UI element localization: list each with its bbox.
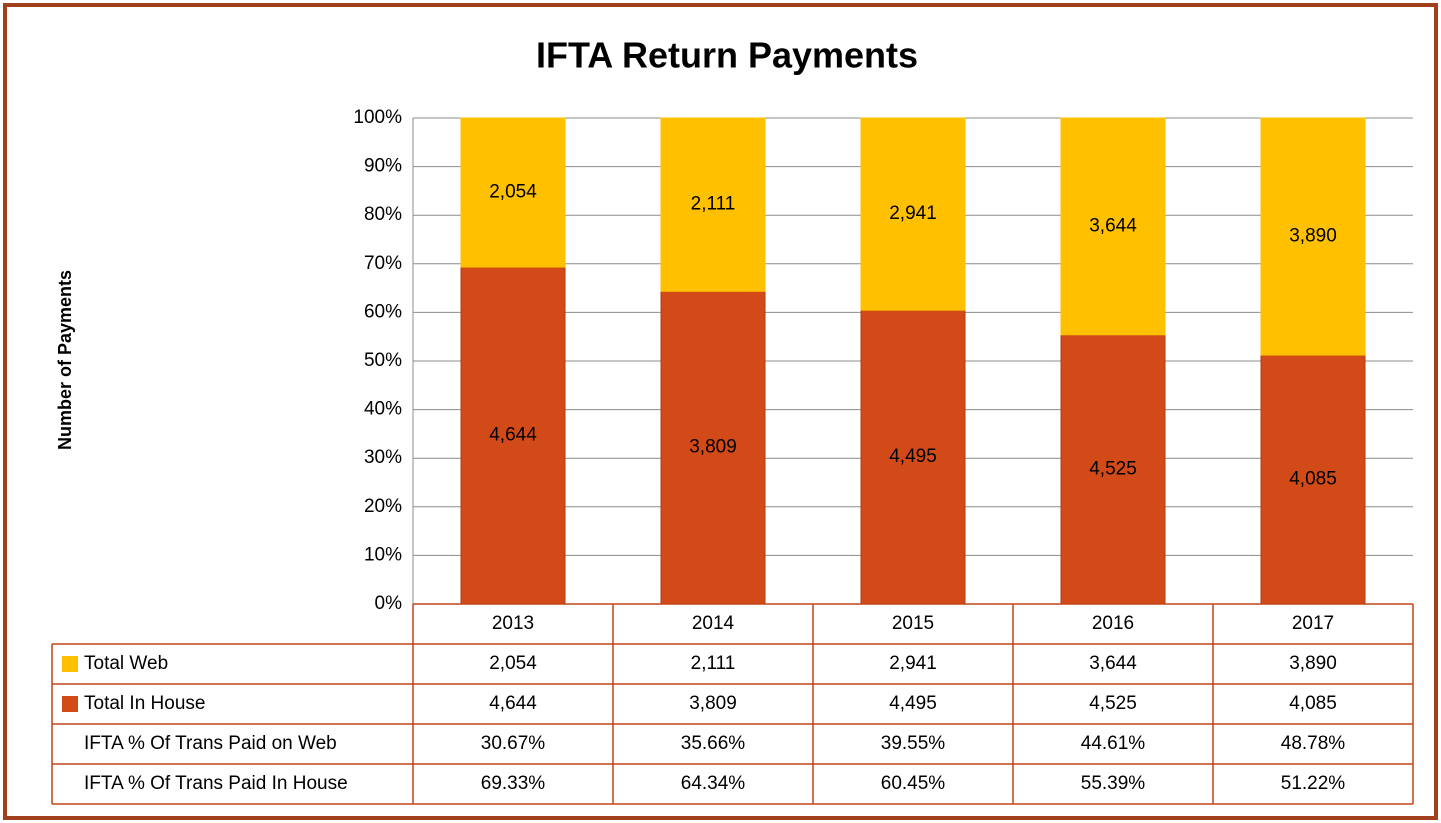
x-tick-label: 2013 xyxy=(492,613,534,634)
row-label: IFTA % Of Trans Paid In House xyxy=(84,773,348,794)
table-cell: 4,644 xyxy=(489,693,537,714)
table-cell: 39.55% xyxy=(881,733,946,754)
data-label: 4,644 xyxy=(489,425,537,446)
data-label: 3,644 xyxy=(1089,215,1137,236)
table-cell: 4,495 xyxy=(889,693,937,714)
table-cell: 55.39% xyxy=(1081,773,1146,794)
bar-segment xyxy=(1260,354,1366,605)
x-tick-label: 2015 xyxy=(892,613,934,634)
legend-label: Total In House xyxy=(84,693,205,714)
y-tick-label: 60% xyxy=(364,301,402,322)
legend-label: Total Web xyxy=(84,653,168,674)
y-tick-label: 0% xyxy=(375,593,403,614)
table-cell: 3,644 xyxy=(1089,653,1137,674)
y-tick-label: 20% xyxy=(364,496,402,517)
table-cell: 44.61% xyxy=(1081,733,1146,754)
bar-segment xyxy=(860,117,966,311)
data-label: 3,809 xyxy=(689,437,737,458)
bar-segment xyxy=(1060,334,1166,605)
legend-swatch xyxy=(62,696,78,712)
bar-segment xyxy=(460,117,566,268)
table-cell: 48.78% xyxy=(1281,733,1346,754)
bar-segment xyxy=(1260,117,1366,356)
data-label: 3,890 xyxy=(1289,226,1337,247)
bar-segment xyxy=(660,117,766,292)
bar-segment xyxy=(460,266,566,605)
table-cell: 30.67% xyxy=(481,733,546,754)
row-label: IFTA % Of Trans Paid on Web xyxy=(84,733,337,754)
legend-swatch xyxy=(62,656,78,672)
data-label: 4,085 xyxy=(1289,469,1337,490)
table-cell: 60.45% xyxy=(881,773,946,794)
data-label: 4,525 xyxy=(1089,458,1137,479)
y-tick-label: 50% xyxy=(364,350,402,371)
y-tick-label: 30% xyxy=(364,447,402,468)
y-tick-label: 10% xyxy=(364,544,402,565)
y-tick-label: 100% xyxy=(353,107,402,128)
table-cell: 51.22% xyxy=(1281,773,1346,794)
data-label: 2,941 xyxy=(889,203,937,224)
table-cell: 69.33% xyxy=(481,773,546,794)
table-cell: 3,809 xyxy=(689,693,737,714)
y-tick-label: 70% xyxy=(364,253,402,274)
x-tick-label: 2014 xyxy=(692,613,735,634)
y-axis-label: Number of Payments xyxy=(55,270,75,450)
table-cell: 2,111 xyxy=(691,653,736,674)
table-cell: 3,890 xyxy=(1289,653,1337,674)
bar-segment xyxy=(1060,117,1166,336)
x-tick-label: 2017 xyxy=(1292,613,1334,634)
table-cell: 35.66% xyxy=(681,733,746,754)
data-label: 2,054 xyxy=(489,182,537,203)
table-cell: 2,054 xyxy=(489,653,537,674)
chart-title: IFTA Return Payments xyxy=(536,35,918,76)
x-tick-label: 2016 xyxy=(1092,613,1134,634)
table-cell: 2,941 xyxy=(889,653,937,674)
y-tick-label: 40% xyxy=(364,399,402,420)
data-label: 4,495 xyxy=(889,446,937,467)
y-tick-label: 90% xyxy=(364,156,402,177)
table-cell: 4,085 xyxy=(1289,693,1337,714)
data-label: 2,111 xyxy=(691,194,736,215)
table-cell: 64.34% xyxy=(681,773,746,794)
y-tick-label: 80% xyxy=(364,204,402,225)
table-cell: 4,525 xyxy=(1089,693,1137,714)
